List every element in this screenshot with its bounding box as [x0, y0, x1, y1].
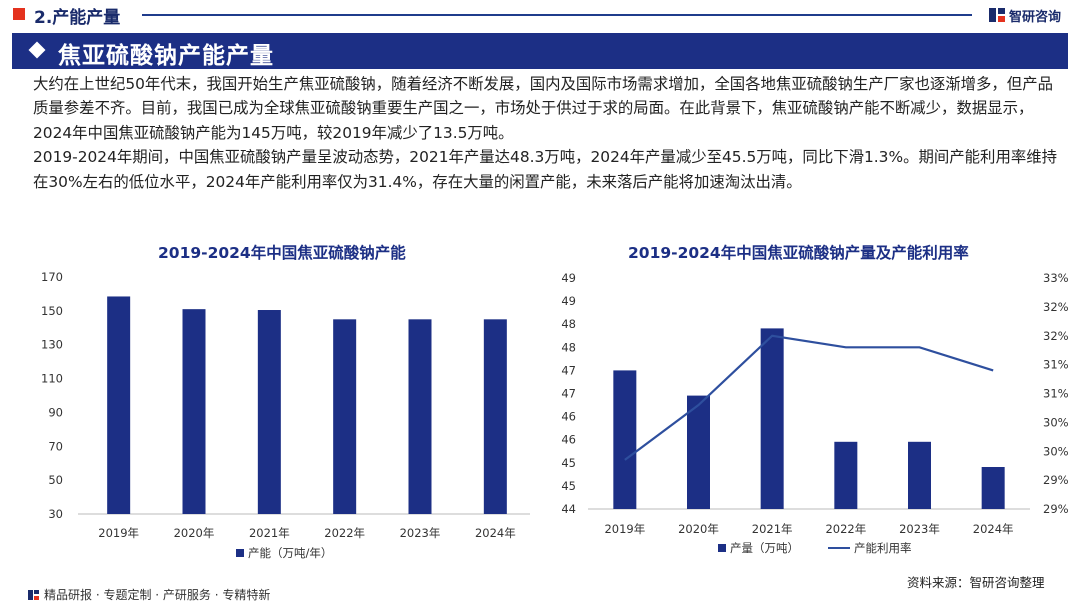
legend-label: 产能（万吨/年）: [248, 546, 332, 560]
y-right-tick-label: 31%: [1043, 387, 1069, 401]
utilization-line: [624, 334, 994, 461]
output-bar: [908, 441, 931, 509]
body-text: 大约在上世纪50年代末，我国开始生产焦亚硫酸钠，随着经济不断发展，国内及国际市场…: [33, 72, 1063, 194]
y-left-tick-label: 49: [561, 294, 576, 308]
logo: 智研咨询: [988, 5, 1061, 25]
legend-line-label: 产能利用率: [854, 541, 912, 555]
x-tick-label: 2020年: [174, 526, 215, 540]
footer-tagline: 精品研报 · 专题定制 · 产研服务 · 专精特新: [28, 586, 270, 603]
header-rule: [142, 14, 972, 16]
output-bar: [981, 467, 1005, 509]
y-right-tick-label: 33%: [1043, 271, 1069, 285]
y-left-tick-label: 48: [561, 317, 576, 331]
capacity-bar: [107, 296, 131, 514]
chart1-title: 2019-2024年中国焦亚硫酸钠产能: [158, 244, 406, 262]
output-bar: [834, 441, 858, 509]
y-left-tick-label: 46: [561, 433, 576, 447]
y-tick-label: 90: [48, 405, 63, 419]
legend-bar-label: 产量（万吨）: [730, 541, 799, 555]
y-right-tick-label: 30%: [1043, 444, 1069, 458]
x-tick-label: 2021年: [752, 522, 793, 536]
y-left-tick-label: 45: [561, 479, 576, 493]
y-tick-label: 70: [48, 439, 63, 453]
logo-icon: [989, 8, 1005, 22]
y-tick-label: 50: [48, 473, 63, 487]
section-title: 2.产能产量: [34, 8, 121, 28]
legend-swatch: [236, 549, 244, 557]
x-tick-label: 2023年: [899, 522, 940, 536]
source-note: 资料来源：智研咨询整理: [907, 575, 1045, 590]
output-bar: [613, 370, 637, 509]
x-tick-label: 2022年: [825, 522, 866, 536]
capacity-bar: [333, 319, 357, 514]
logo-text: 智研咨询: [1009, 9, 1062, 25]
y-tick-label: 170: [41, 270, 63, 284]
capacity-bar: [483, 319, 507, 514]
y-right-tick-label: 31%: [1043, 358, 1069, 372]
y-right-tick-label: 32%: [1043, 329, 1069, 343]
y-left-tick-label: 49: [561, 271, 576, 285]
x-tick-label: 2023年: [400, 526, 441, 540]
paragraph-2: 2019-2024年期间，中国焦亚硫酸钠产量呈波动态势，2021年产量达48.3…: [33, 148, 1058, 191]
y-right-tick-label: 29%: [1043, 473, 1069, 487]
x-tick-label: 2024年: [475, 526, 516, 540]
output-bar: [687, 395, 710, 509]
y-tick-label: 130: [41, 338, 63, 352]
paragraph-1: 大约在上世纪50年代末，我国开始生产焦亚硫酸钠，随着经济不断发展，国内及国际市场…: [33, 75, 1053, 142]
legend-bar-swatch: [718, 544, 726, 552]
x-tick-label: 2021年: [249, 526, 290, 540]
section-banner: 焦亚硫酸钠产能产量: [12, 33, 1068, 69]
y-tick-label: 30: [48, 507, 63, 521]
top-bar: 2.产能产量 智研咨询: [0, 0, 1080, 30]
y-left-tick-label: 45: [561, 456, 576, 470]
y-right-tick-label: 29%: [1043, 502, 1069, 516]
y-right-tick-label: 32%: [1043, 300, 1069, 314]
capacity-bar: [182, 309, 206, 514]
logo-small-icon: [28, 589, 39, 600]
banner-title: 焦亚硫酸钠产能产量: [58, 43, 274, 69]
footer-tagline-text: 精品研报 · 专题定制 · 产研服务 · 专精特新: [44, 588, 271, 602]
y-tick-label: 150: [41, 304, 63, 318]
y-left-tick-label: 47: [561, 387, 576, 401]
y-left-tick-label: 44: [561, 502, 576, 516]
y-left-tick-label: 48: [561, 340, 576, 354]
capacity-bar: [257, 310, 281, 514]
x-tick-label: 2024年: [973, 522, 1014, 536]
capacity-bar: [408, 319, 432, 514]
section-marker: [13, 8, 25, 20]
x-tick-label: 2019年: [98, 526, 139, 540]
y-right-tick-label: 30%: [1043, 415, 1069, 429]
x-tick-label: 2022年: [324, 526, 365, 540]
y-tick-label: 110: [41, 372, 63, 386]
x-tick-label: 2020年: [678, 522, 719, 536]
chart2-title: 2019-2024年中国焦亚硫酸钠产量及产能利用率: [628, 244, 969, 262]
y-left-tick-label: 46: [561, 410, 576, 424]
output-bar: [760, 328, 784, 509]
x-tick-label: 2019年: [604, 522, 645, 536]
y-left-tick-label: 47: [561, 363, 576, 377]
